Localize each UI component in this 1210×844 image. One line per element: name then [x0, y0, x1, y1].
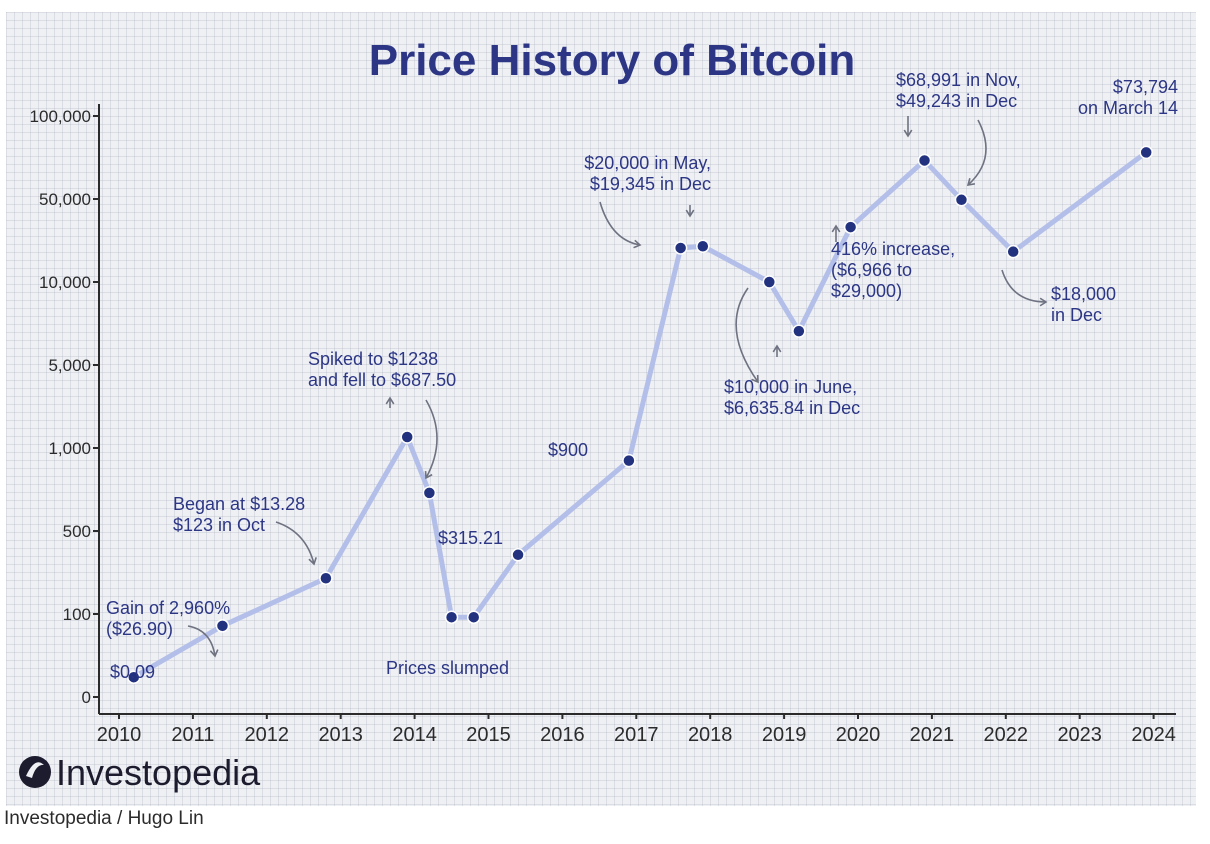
data-point [673, 241, 688, 255]
annotations: $0.09 Gain of 2,960% ($26.90) Began at $13.… [106, 70, 1178, 682]
arrowhead [831, 224, 841, 233]
annotation-label: Spiked to $1238 and fell to $687.50 [308, 349, 456, 390]
chart-title: Price History of Bitcoin [369, 36, 856, 85]
annotation-label: Prices slumped [386, 658, 509, 678]
x-tick-labels: 2010 2011 2012 2013 2014 2015 2016 2017 2018 2019… [97, 714, 1176, 746]
data-point [843, 220, 858, 234]
data-point [792, 324, 806, 338]
arrowhead [903, 129, 913, 138]
x-tick-label: 2014 [392, 724, 437, 746]
y-tick-label: 5,000 [48, 356, 91, 375]
x-tick-label: 2013 [318, 724, 363, 746]
arrowhead [633, 239, 642, 249]
y-tick-label: 500 [63, 522, 91, 541]
annotation-label: Began at $13.28 $123 in Oct [173, 494, 305, 535]
data-point [622, 453, 636, 468]
arrowhead [772, 344, 782, 353]
annotation-label: $73,794 on March 14 [1078, 77, 1178, 118]
y-tick-label: 1,000 [48, 439, 91, 458]
x-tick-label: 2015 [466, 724, 511, 746]
x-tick-label: 2022 [984, 724, 1029, 746]
data-point [127, 670, 141, 684]
arrowhead [685, 209, 695, 218]
annotation-arrow [735, 287, 759, 383]
annotation-arrow [967, 119, 987, 186]
annotation-arrow [187, 625, 216, 657]
annotation-label: $18,000 in Dec [1051, 284, 1116, 325]
annotation-label: $68,991 in Nov, $49,243 in Dec [896, 70, 1021, 111]
data-point [400, 430, 414, 444]
arrowhead [1039, 297, 1048, 307]
annotation-label: $315.21 [438, 528, 503, 548]
investopedia-logo: Investopedia [19, 752, 261, 793]
chart-canvas: Price History of Bitcoin 0 100 500 1,000 5,0… [19, 36, 1178, 793]
x-tick-label: 2021 [910, 724, 955, 746]
x-tick-label: 2024 [1131, 724, 1176, 746]
x-tick-label: 2023 [1057, 724, 1102, 746]
investopedia-logo-icon [19, 756, 51, 788]
y-tick-label: 10,000 [39, 273, 91, 292]
arrowhead [209, 649, 219, 658]
x-tick-label: 2011 [171, 724, 214, 746]
data-point [1139, 145, 1153, 160]
x-tick-label: 2016 [540, 724, 585, 746]
annotation-label: $20,000 in May, $19,345 in Dec [584, 153, 711, 194]
data-point [511, 548, 525, 562]
data-point [762, 275, 777, 289]
data-point [215, 619, 230, 633]
image-caption: Investopedia / Hugo Lin [4, 808, 204, 829]
x-tick-label: 2017 [614, 724, 659, 746]
arrowhead [385, 396, 395, 405]
annotation-arrow [599, 201, 641, 246]
y-tick-label: 50,000 [39, 190, 91, 209]
annotation-arrow [275, 521, 315, 565]
price-series [127, 145, 1153, 684]
annotation-label: Gain of 2,960% ($26.90) [106, 598, 230, 639]
y-tick-label: 100 [63, 605, 91, 624]
data-point [917, 153, 932, 168]
investopedia-logo-swoosh [26, 762, 44, 778]
chart-figure: Price History of Bitcoin 0 100 500 1,000 5,0… [6, 12, 1196, 806]
annotation-label: $0.09 [110, 662, 155, 682]
investopedia-logo-text: Investopedia [56, 752, 261, 793]
x-tick-label: 2020 [836, 724, 881, 746]
data-point [319, 571, 333, 586]
annotation-arrow [425, 399, 438, 479]
x-tick-label: 2019 [762, 724, 807, 746]
data-point [696, 239, 710, 254]
arrowhead [966, 178, 976, 186]
data-point [422, 486, 437, 500]
data-point [466, 610, 481, 624]
arrowhead [424, 470, 433, 480]
y-tick-label: 100,000 [30, 107, 91, 126]
annotation-arrow [1001, 269, 1047, 303]
y-tick-label: 0 [82, 688, 91, 707]
annotation-arrows [187, 116, 1048, 658]
price-line [132, 150, 1148, 680]
data-point [444, 610, 459, 624]
annotation-label: $900 [548, 440, 588, 460]
data-point [1006, 244, 1020, 259]
x-tick-label: 2010 [97, 724, 142, 746]
arrowhead [308, 557, 317, 566]
annotation-label: 416% increase, ($6,966 to $29,000) [831, 239, 955, 301]
y-tick-labels: 0 100 500 1,000 5,000 10,000 50,000 100,000 [30, 107, 99, 707]
annotation-label: $10,000 in June, $6,635.84 in Dec [724, 377, 860, 418]
axes [98, 104, 1176, 715]
data-point [954, 193, 969, 207]
x-tick-label: 2018 [688, 724, 733, 746]
x-tick-label: 2012 [245, 724, 290, 746]
arrowhead [751, 374, 759, 384]
